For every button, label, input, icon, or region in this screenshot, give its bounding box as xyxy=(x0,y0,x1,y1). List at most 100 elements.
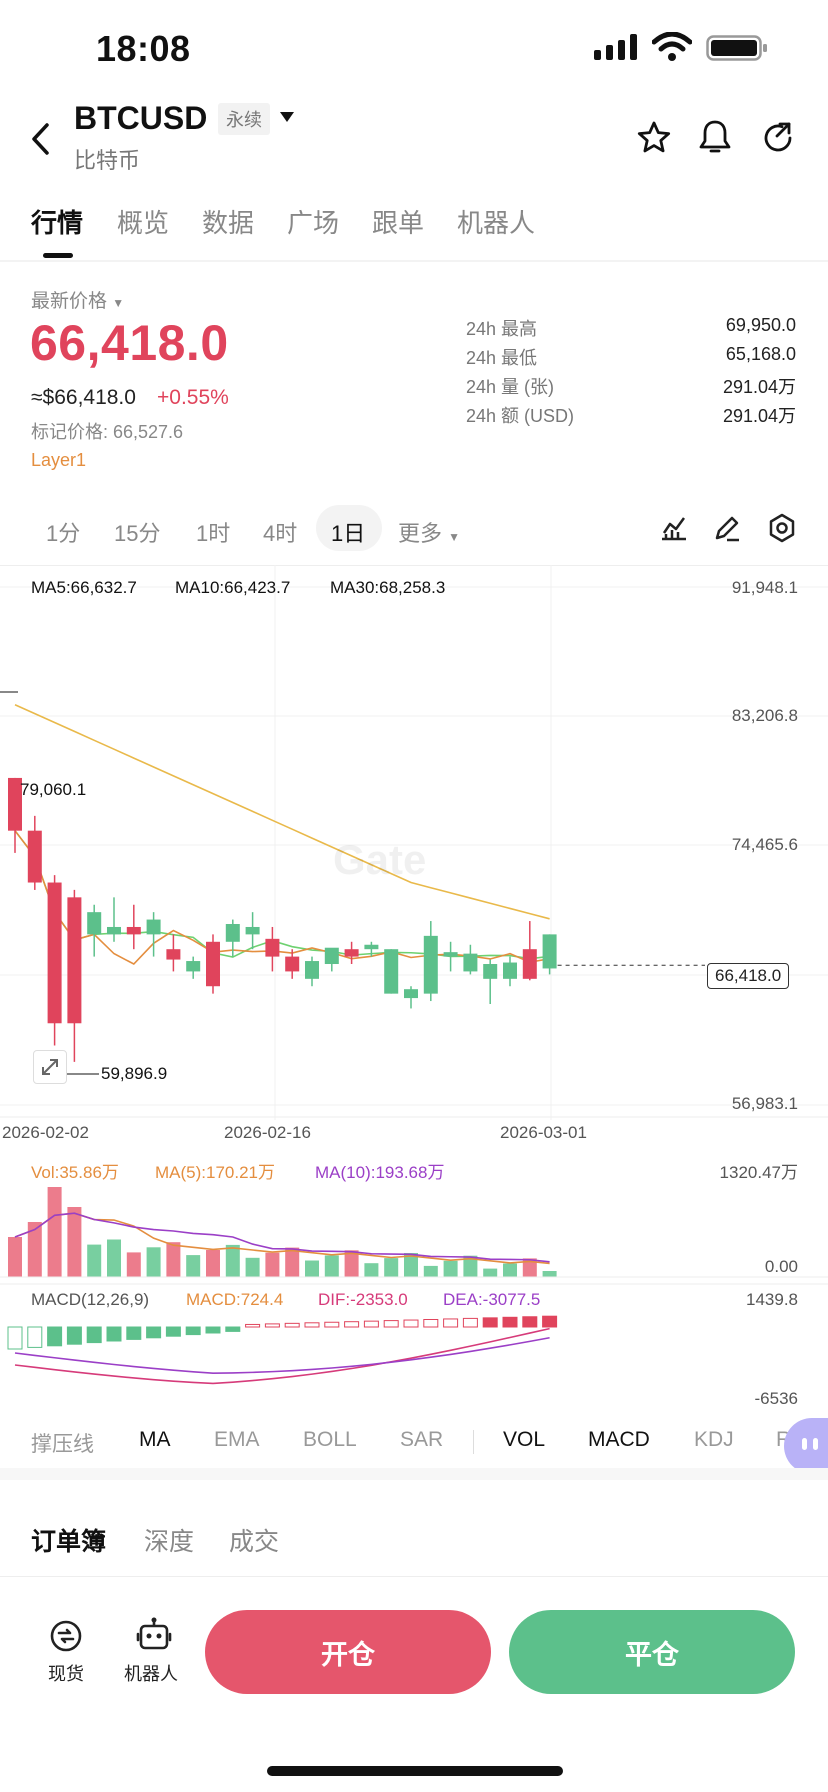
timeframe-more[interactable]: 更多 ▼ xyxy=(398,521,461,546)
indicator-vol[interactable]: VOL xyxy=(503,1428,546,1451)
tab-trades[interactable]: 成交 xyxy=(229,1528,280,1556)
volume-bar xyxy=(186,1255,201,1277)
close-position-button[interactable]: 平仓 xyxy=(509,1610,795,1694)
volume-bar xyxy=(305,1260,319,1277)
date-axis-label: 2026-02-16 xyxy=(224,1123,311,1142)
pair-title[interactable]: BTCUSD xyxy=(74,100,208,136)
spot-icon[interactable] xyxy=(48,1618,84,1654)
ma10-label: MA10:66,423.7 xyxy=(175,578,291,597)
stat-turnover-value: 291.04万 xyxy=(722,406,796,426)
vol-ma10-label: MA(10):193.68万 xyxy=(315,1163,445,1182)
chart-settings-icon[interactable] xyxy=(767,513,797,543)
volume-bar xyxy=(126,1252,141,1277)
indicator-settings-icon[interactable] xyxy=(660,515,688,541)
bot-label[interactable]: 机器人 xyxy=(124,1664,178,1684)
timeframe-4h[interactable]: 4时 xyxy=(263,521,298,546)
robot-icon[interactable] xyxy=(136,1616,172,1654)
indicator-kdj[interactable]: KDJ xyxy=(694,1428,734,1451)
volume-bar xyxy=(364,1263,379,1277)
tab-bot[interactable]: 机器人 xyxy=(457,208,536,238)
low-price-marker: 59,896.9 xyxy=(101,1064,168,1083)
expand-icon[interactable] xyxy=(33,1050,67,1084)
macd-axis-bottom: -6536 xyxy=(754,1389,798,1408)
open-position-button[interactable]: 开仓 xyxy=(205,1610,491,1694)
price-axis-label: 74,465.6 xyxy=(731,835,798,854)
dif-line xyxy=(14,1327,550,1385)
candle-body xyxy=(542,934,557,969)
stat-turnover-label: 24h 额 (USD) xyxy=(466,406,575,426)
price-axis-label: 56,983.1 xyxy=(731,1094,798,1113)
ma30-line xyxy=(14,704,550,920)
timeframe-1h[interactable]: 1时 xyxy=(196,521,231,546)
candle-body xyxy=(47,882,62,1024)
candle-body xyxy=(364,944,379,950)
macd-histogram-bar xyxy=(482,1317,498,1328)
stat-low-value: 65,168.0 xyxy=(725,344,796,364)
assistant-bubble[interactable] xyxy=(784,1418,828,1474)
volume-bar xyxy=(522,1258,537,1277)
volume-bar xyxy=(542,1271,557,1277)
timeframe-1d[interactable]: 1日 xyxy=(331,521,366,546)
spot-label[interactable]: 现货 xyxy=(48,1664,84,1684)
tab-overview[interactable]: 概览 xyxy=(117,208,170,238)
kline-chart[interactable] xyxy=(0,565,828,1425)
macd-histogram-bar xyxy=(423,1319,439,1328)
vol-axis-bottom: 0.00 xyxy=(764,1257,798,1276)
status-time: 18:08 xyxy=(96,28,191,69)
latest-price-label[interactable]: 最新价格 ▼ xyxy=(31,291,125,312)
timeframe-1m[interactable]: 1分 xyxy=(46,521,81,546)
tab-copy-trading[interactable]: 跟单 xyxy=(372,208,425,238)
price-axis-label: 91,948.1 xyxy=(731,578,798,597)
macd-histogram-bar xyxy=(7,1326,23,1350)
tab-orderbook[interactable]: 订单簿 xyxy=(31,1528,107,1556)
candle-body xyxy=(206,941,220,987)
dropdown-caret-icon[interactable] xyxy=(279,111,295,123)
timeframe-15m[interactable]: 15分 xyxy=(114,521,161,546)
price-change-percent: +0.55% xyxy=(157,386,229,409)
candle-body xyxy=(443,952,458,957)
indicator-boll[interactable]: BOLL xyxy=(303,1428,357,1451)
indicator-macd[interactable]: MACD xyxy=(588,1428,650,1451)
date-axis-label: 2026-03-01 xyxy=(500,1123,587,1142)
bell-icon[interactable] xyxy=(698,118,732,156)
pair-subtitle: 比特币 xyxy=(74,148,141,173)
tab-data[interactable]: 数据 xyxy=(202,208,255,238)
candle-body xyxy=(265,938,280,957)
macd-histogram-bar xyxy=(66,1326,82,1345)
volume-bar xyxy=(344,1250,359,1277)
star-icon[interactable] xyxy=(636,120,672,156)
volume-bar xyxy=(384,1258,399,1277)
ma5-label: MA5:66,632.7 xyxy=(31,578,137,597)
macd-histogram-bar xyxy=(146,1326,162,1339)
draw-pen-icon[interactable] xyxy=(713,514,741,542)
macd-histogram-bar xyxy=(324,1321,340,1328)
macd-histogram-bar xyxy=(205,1326,221,1334)
candle-body xyxy=(225,924,240,942)
sector-tag[interactable]: Layer1 xyxy=(31,450,87,470)
latest-price: 66,418.0 xyxy=(30,315,229,371)
stat-low-label: 24h 最低 xyxy=(466,348,538,368)
macd-histogram-bar xyxy=(383,1320,399,1328)
volume-bar xyxy=(87,1244,102,1277)
volume-bar xyxy=(265,1252,280,1277)
candle-body xyxy=(344,949,359,957)
vol-ma5-line xyxy=(14,1212,550,1265)
indicator-ema[interactable]: EMA xyxy=(214,1428,260,1451)
tab-square[interactable]: 广场 xyxy=(287,208,340,238)
dea-line xyxy=(14,1336,550,1374)
macd-histogram-bar xyxy=(27,1326,43,1348)
tab-market[interactable]: 行情 xyxy=(31,208,84,238)
macd-histogram-bar xyxy=(522,1316,538,1328)
back-icon[interactable] xyxy=(30,122,50,156)
indicator-ma[interactable]: MA xyxy=(139,1428,171,1451)
stat-high-label: 24h 最高 xyxy=(466,319,538,339)
divider xyxy=(0,1576,828,1577)
volume-bar xyxy=(324,1255,339,1277)
assistant-eye-icon xyxy=(813,1438,818,1450)
tab-depth[interactable]: 深度 xyxy=(144,1528,195,1556)
indicator-support-resistance[interactable]: 撑压线 xyxy=(31,1433,94,1456)
volume-bar xyxy=(47,1187,62,1277)
indicator-sar[interactable]: SAR xyxy=(400,1428,444,1451)
vol-ma5-label: MA(5):170.21万 xyxy=(155,1163,275,1182)
share-icon[interactable] xyxy=(760,120,796,156)
